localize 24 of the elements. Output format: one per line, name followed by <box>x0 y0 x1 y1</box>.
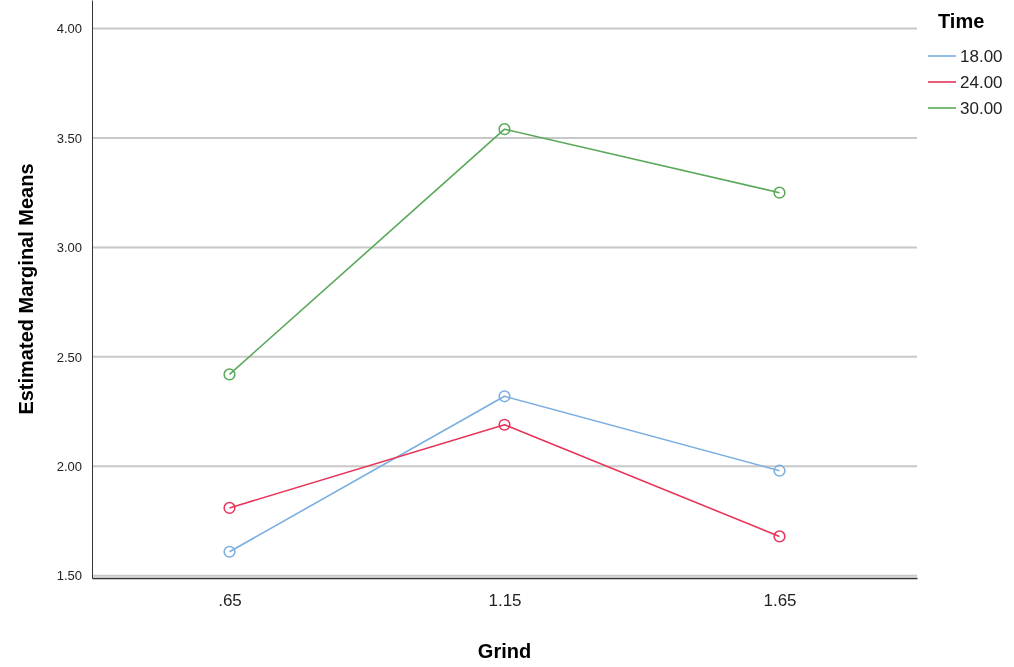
x-tick-label: .65 <box>218 591 242 611</box>
legend-label: 30.00 <box>960 99 1003 118</box>
y-tick-label: 3.50 <box>56 130 82 146</box>
y-axis-title: Estimated Marginal Means <box>15 163 37 415</box>
legend-label: 24.00 <box>960 73 1003 92</box>
point <box>498 123 511 136</box>
y-tick-label: 2.50 <box>56 349 82 365</box>
legend-label: 18.00 <box>960 47 1003 66</box>
point <box>223 501 236 515</box>
y-tick-label: 3.00 <box>56 240 82 256</box>
point <box>498 390 511 403</box>
point <box>223 368 236 381</box>
point <box>498 418 511 431</box>
y-tick-label: 4.00 <box>56 21 82 37</box>
point <box>773 186 786 199</box>
legend-title: Time <box>938 10 985 32</box>
point <box>223 545 236 558</box>
y-tick-label: 2.00 <box>56 459 82 474</box>
x-tick-label: 1.65 <box>763 591 797 611</box>
y-tick-label: 1.50 <box>56 568 82 584</box>
point <box>773 530 786 543</box>
x-axis-title: Grind <box>477 640 532 662</box>
x-tick-label: 1.15 <box>488 591 522 611</box>
point <box>773 464 786 477</box>
